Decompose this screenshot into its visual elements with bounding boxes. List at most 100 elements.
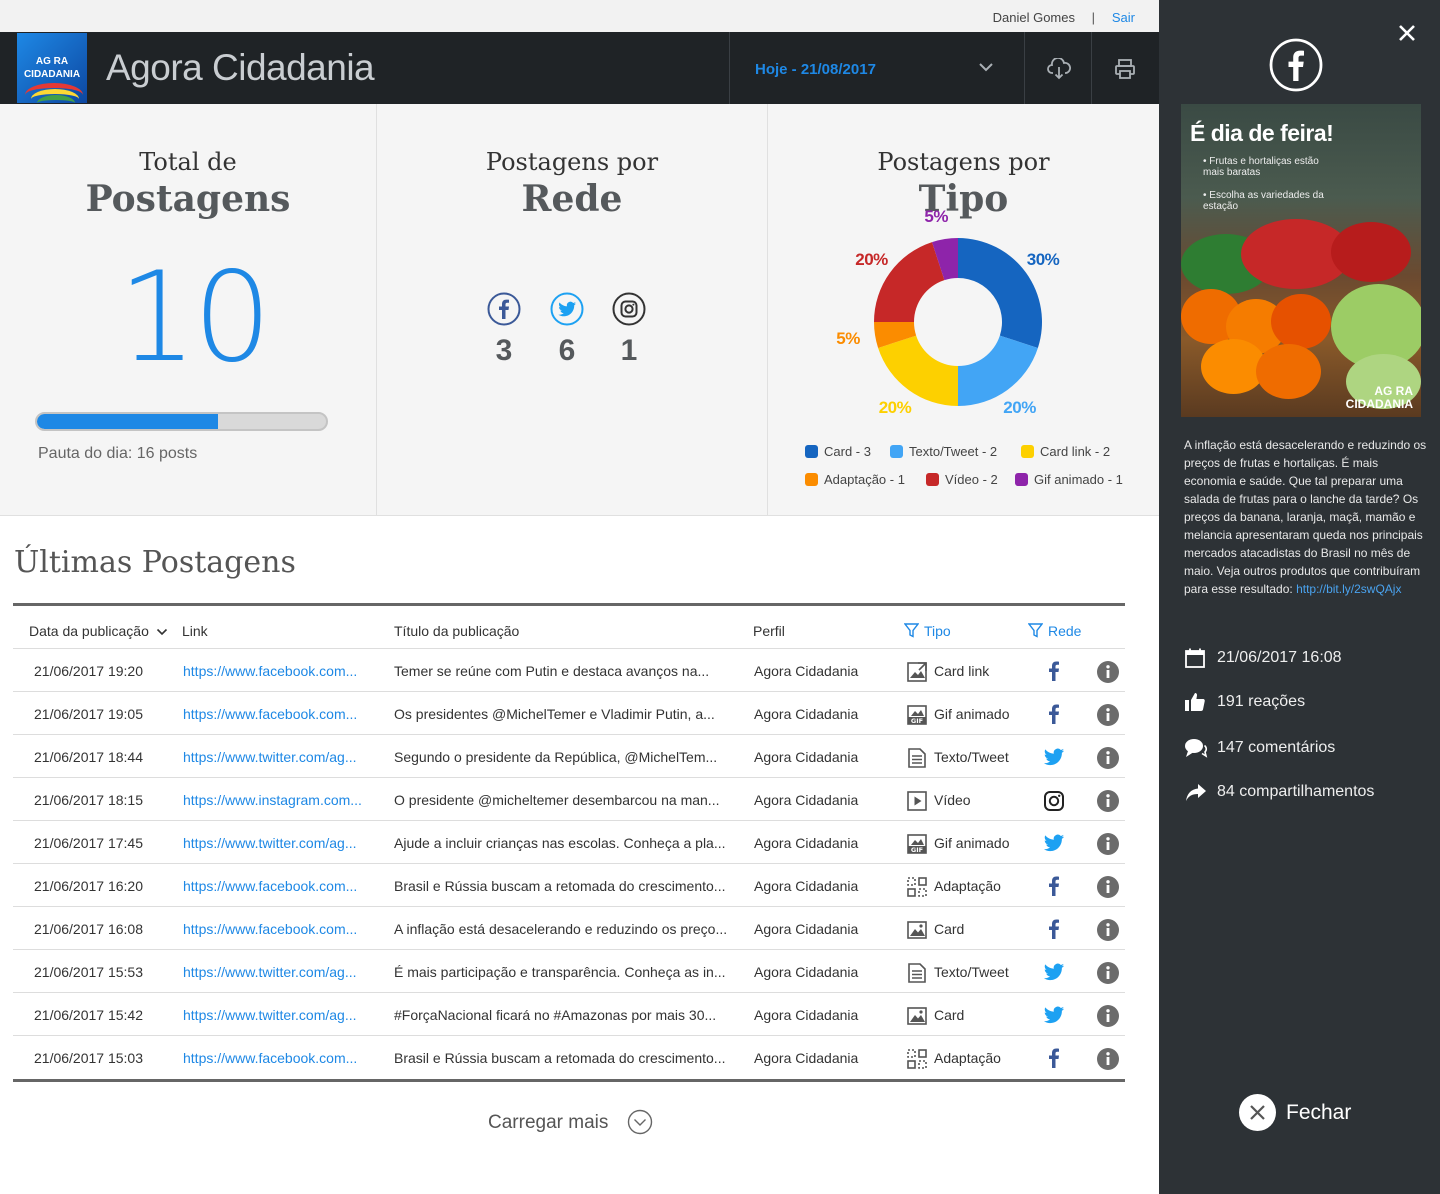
download-button[interactable] (1024, 32, 1091, 104)
donut-slice-1 (958, 335, 1038, 406)
row-profile: Agora Cidadania (754, 663, 859, 679)
row-date: 21/06/2017 15:53 (34, 964, 143, 980)
row-title: A inflação está desacelerando e reduzind… (394, 921, 728, 937)
info-icon[interactable] (1096, 746, 1120, 773)
panel-title-top: Postagens por (877, 148, 1050, 176)
row-link[interactable]: https://www.facebook.com... (183, 921, 358, 937)
donut-slice-3 (874, 322, 917, 348)
total-posts-panel: Total de Postagens 10 Pauta do dia: 16 p… (0, 104, 376, 516)
legend-item: Card link - 2 (1021, 444, 1110, 459)
row-type: Gif animado (934, 835, 1010, 851)
row-link[interactable]: https://www.facebook.com... (183, 663, 358, 679)
adaptation-icon (906, 1048, 928, 1073)
info-icon[interactable] (1096, 703, 1120, 730)
info-icon[interactable] (1096, 660, 1120, 687)
daily-progress-bar (35, 412, 328, 431)
col-title-header: Título da publicação (394, 623, 520, 639)
row-type: Adaptação (934, 1050, 1001, 1066)
info-icon[interactable] (1096, 918, 1120, 945)
donut-slice-2 (878, 335, 958, 406)
text-icon (906, 962, 928, 987)
legend-item: Vídeo - 2 (926, 472, 998, 487)
instagram-icon (612, 292, 646, 326)
row-link[interactable]: https://www.facebook.com... (183, 1050, 358, 1066)
post-image-watermark: AG RA CIDADANIA (1345, 384, 1413, 411)
stats-section: Total de Postagens 10 Pauta do dia: 16 p… (0, 104, 1159, 516)
row-profile: Agora Cidadania (754, 964, 859, 980)
panel-title-main: Postagens (85, 178, 291, 220)
info-icon[interactable] (1096, 875, 1120, 902)
info-icon[interactable] (1096, 1047, 1120, 1074)
card-link-icon (906, 661, 928, 686)
twitter-count: 6 (558, 334, 576, 367)
row-title: Temer se reúne com Putin e destaca avanç… (394, 663, 710, 679)
row-type: Card (934, 1007, 965, 1023)
row-title: Brasil e Rússia buscam a retomada do cre… (394, 878, 726, 894)
info-icon[interactable] (1096, 789, 1120, 816)
table-row[interactable]: 21/06/2017 17:45 https://www.twitter.com/… (13, 821, 1125, 864)
logo: AG RA CIDADANIA (17, 33, 87, 103)
info-icon[interactable] (1096, 961, 1120, 988)
row-date: 21/06/2017 18:44 (34, 749, 143, 765)
table-row[interactable]: 21/06/2017 15:03 https://www.facebook.com… (13, 1036, 1125, 1079)
panel-title-main: Rede (521, 178, 623, 220)
table-row[interactable]: 21/06/2017 15:42 https://www.twitter.com/… (13, 993, 1125, 1036)
network-instagram: 1 (612, 292, 646, 368)
col-type-filter[interactable]: Tipo (903, 623, 951, 639)
table-row[interactable]: 21/06/2017 16:08 https://www.facebook.com… (13, 907, 1125, 950)
facebook-icon (487, 292, 521, 326)
row-type: Texto/Tweet (934, 964, 1009, 980)
col-network-filter[interactable]: Rede (1027, 623, 1081, 639)
info-icon[interactable] (1096, 832, 1120, 859)
twitter-icon (1043, 833, 1065, 856)
row-date: 21/06/2017 16:20 (34, 878, 143, 894)
row-type: Gif animado (934, 706, 1010, 722)
row-link[interactable]: https://www.twitter.com/ag... (183, 835, 357, 851)
close-icon[interactable] (1396, 22, 1418, 44)
comments-icon (1185, 739, 1208, 758)
row-link[interactable]: https://www.twitter.com/ag... (183, 1007, 357, 1023)
row-link[interactable]: https://www.instagram.com... (183, 792, 362, 808)
panel-title-top: Total de (139, 148, 237, 176)
logo-line2: CIDADANIA (23, 69, 81, 80)
donut-data-label: 30% (1026, 249, 1060, 269)
svg-text:GIF: GIF (911, 717, 923, 725)
row-link[interactable]: https://www.facebook.com... (183, 706, 358, 722)
text-icon (906, 747, 928, 772)
svg-text:GIF: GIF (911, 846, 923, 854)
brand-title: Agora Cidadania (106, 47, 375, 88)
col-link-header: Link (182, 623, 208, 639)
table-row[interactable]: 21/06/2017 18:15 https://www.instagram.co… (13, 778, 1125, 821)
logout-link[interactable]: Sair (1111, 10, 1135, 25)
latest-posts-title: Últimas Postagens (14, 545, 296, 580)
table-row[interactable]: 21/06/2017 16:20 https://www.facebook.com… (13, 864, 1125, 907)
table-row[interactable]: 21/06/2017 19:20 https://www.facebook.com… (13, 649, 1125, 692)
post-short-link[interactable]: http://bit.ly/2swQAjx (1296, 582, 1402, 596)
chevron-down-icon (156, 628, 167, 636)
table-row[interactable]: 21/06/2017 19:05 https://www.facebook.com… (13, 692, 1125, 735)
row-type: Vídeo (934, 792, 971, 808)
donut-data-label: 20% (878, 397, 912, 417)
twitter-icon (1043, 1005, 1065, 1028)
col-date-header[interactable]: Data da publicação (29, 623, 168, 639)
print-button[interactable] (1091, 32, 1158, 104)
post-description: A inflação está desacelerando e reduzind… (1184, 438, 1427, 596)
row-link[interactable]: https://www.twitter.com/ag... (183, 749, 357, 765)
table-row[interactable]: 21/06/2017 15:53 https://www.twitter.com/… (13, 950, 1125, 993)
close-panel-button[interactable]: Fechar (1239, 1092, 1379, 1132)
share-arrow-icon (1186, 784, 1206, 801)
row-profile: Agora Cidadania (754, 835, 859, 851)
table-row[interactable]: 21/06/2017 18:44 https://www.twitter.com/… (13, 735, 1125, 778)
type-donut-chart (874, 238, 1042, 406)
facebook-count: 3 (495, 334, 513, 367)
row-profile: Agora Cidadania (754, 706, 859, 722)
load-more-button[interactable]: Carregar mais (488, 1109, 653, 1135)
row-link[interactable]: https://www.facebook.com... (183, 878, 358, 894)
date-selector[interactable]: Hoje - 21/08/2017 (729, 32, 1024, 104)
post-image-bullet2: • Escolha as variedades da estação (1203, 190, 1324, 212)
row-link[interactable]: https://www.twitter.com/ag... (183, 964, 357, 980)
cloud-download-icon (1047, 58, 1071, 80)
donut-slice-4 (874, 242, 945, 322)
row-type: Card link (934, 663, 990, 679)
info-icon[interactable] (1096, 1004, 1120, 1031)
